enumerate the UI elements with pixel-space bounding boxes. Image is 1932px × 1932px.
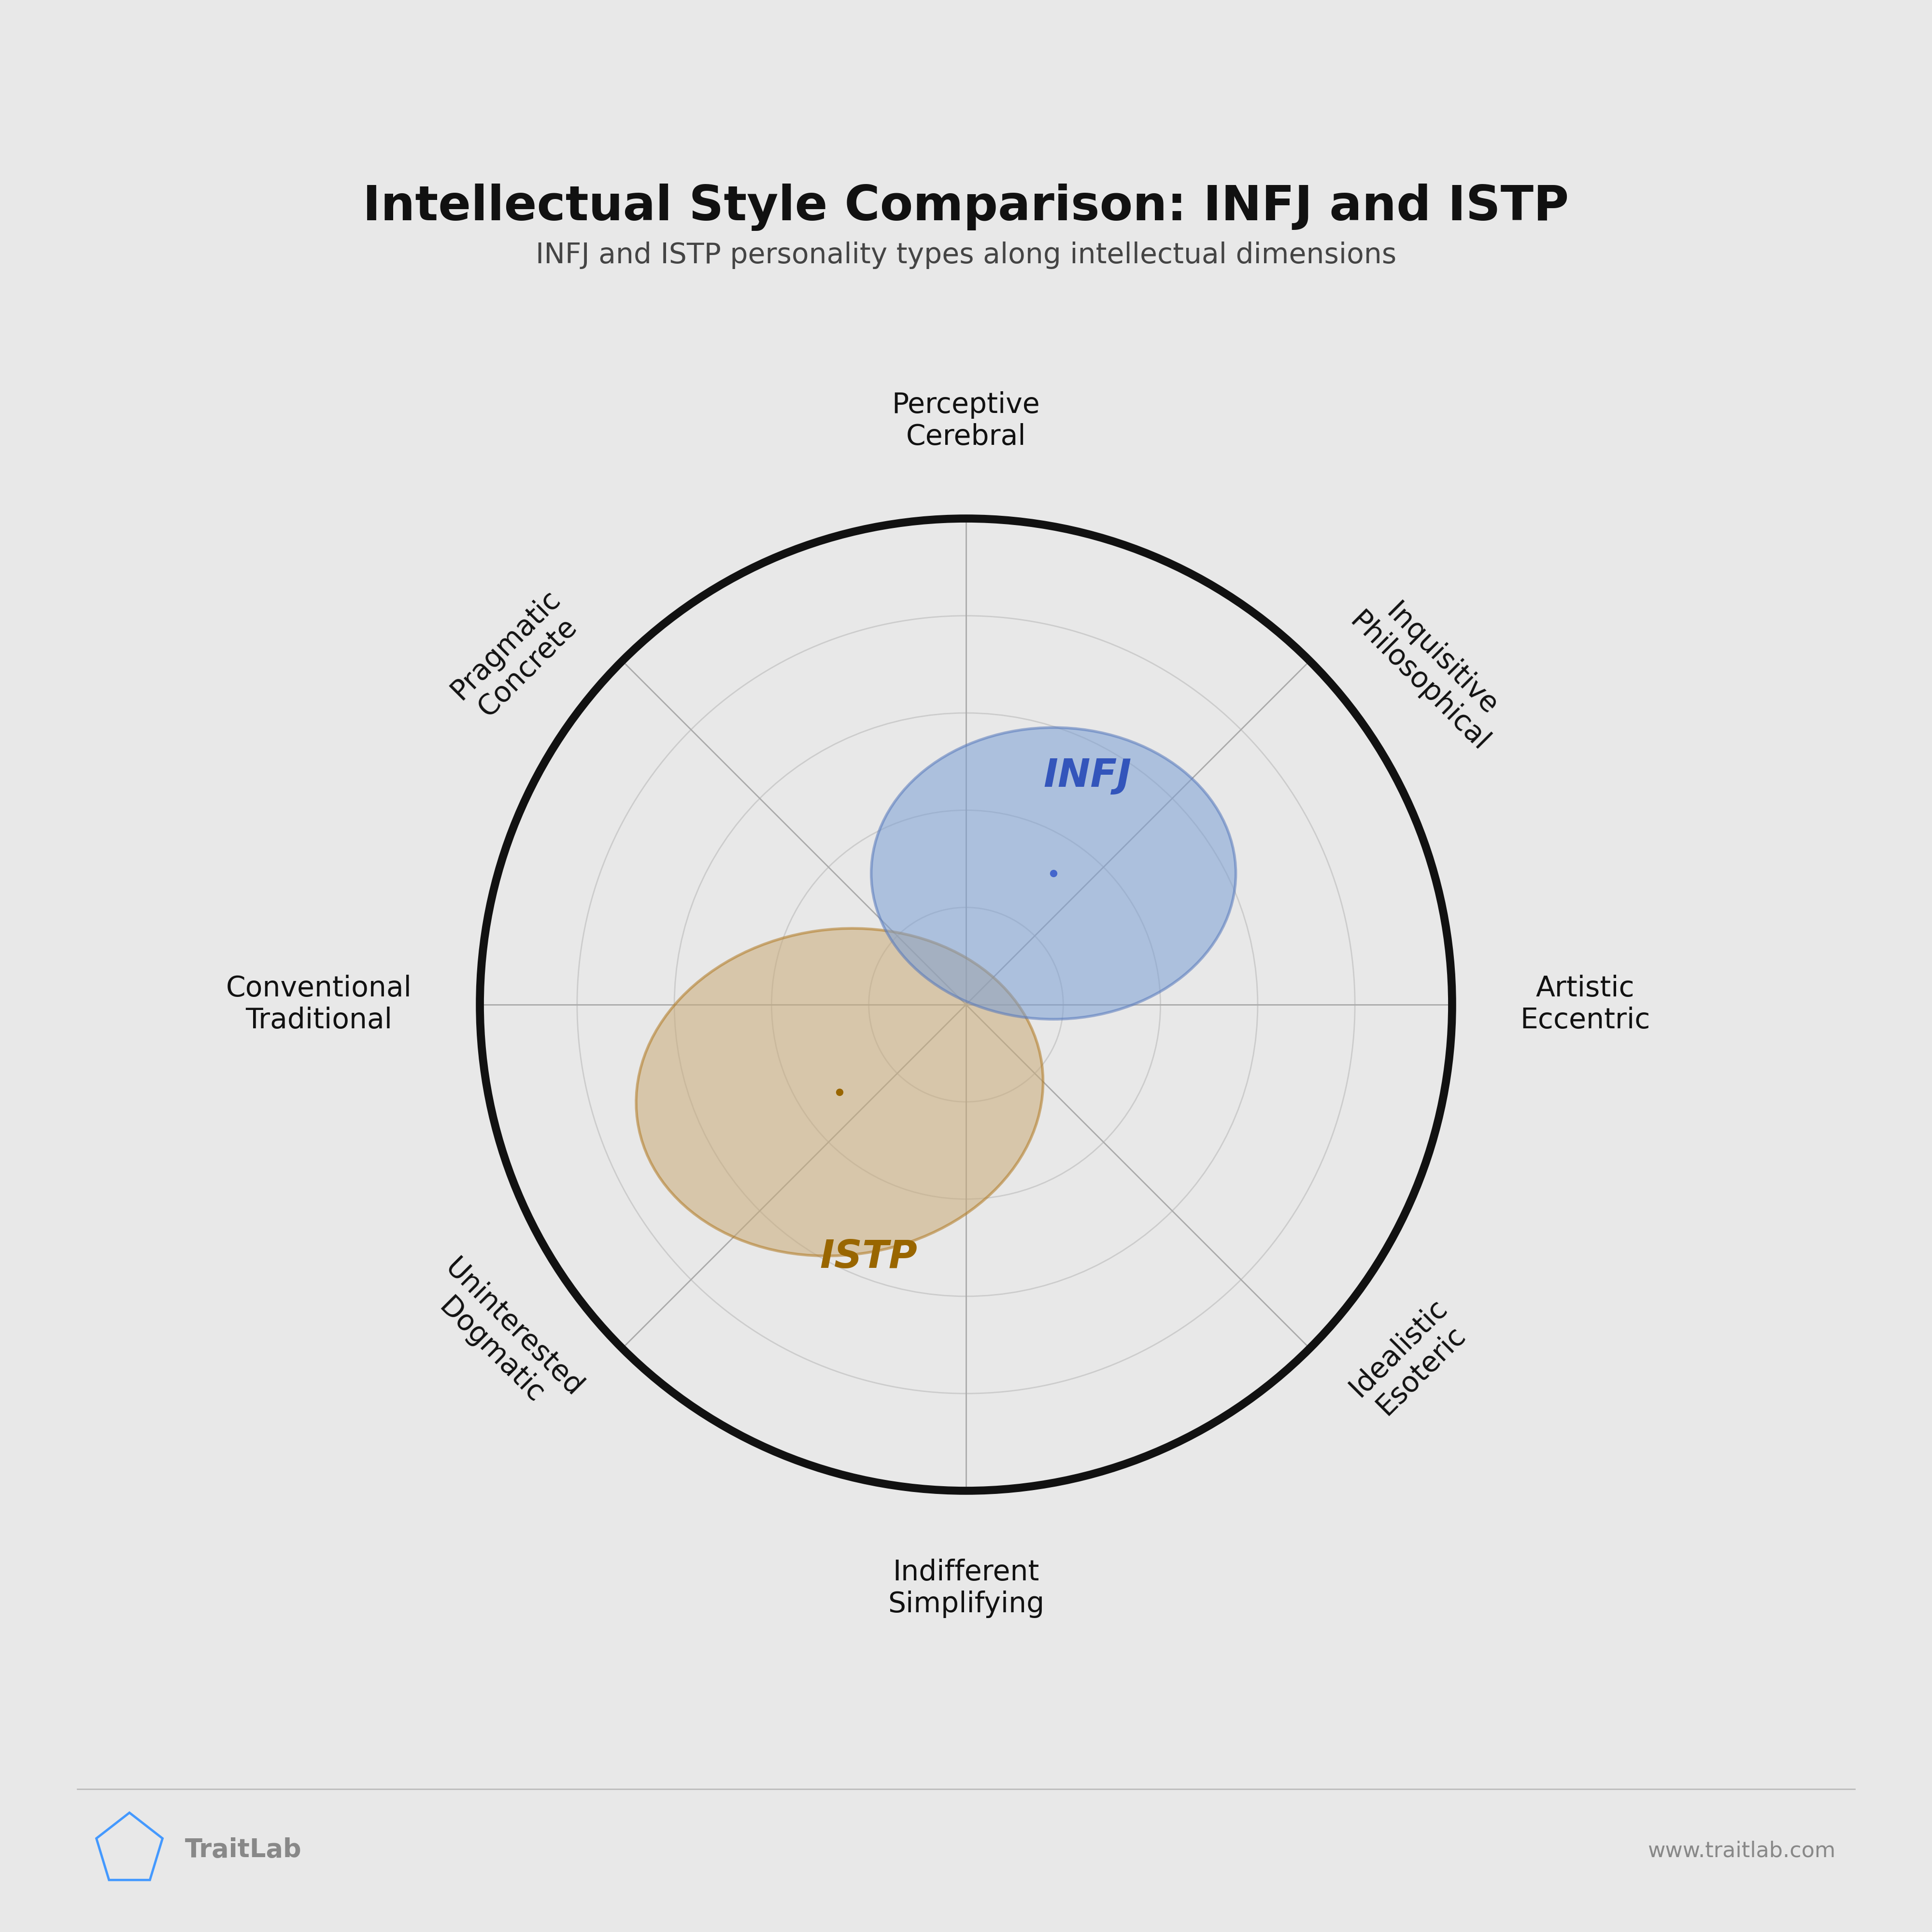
Text: Inquisitive
Philosophical: Inquisitive Philosophical: [1345, 585, 1517, 757]
Text: Uninterested
Dogmatic: Uninterested Dogmatic: [417, 1254, 587, 1424]
Text: Pragmatic
Concrete: Pragmatic Concrete: [444, 585, 587, 726]
Text: Perceptive
Cerebral: Perceptive Cerebral: [893, 390, 1039, 450]
Ellipse shape: [871, 728, 1236, 1020]
Text: Indifferent
Simplifying: Indifferent Simplifying: [887, 1559, 1045, 1619]
Ellipse shape: [636, 929, 1043, 1256]
Text: TraitLab: TraitLab: [185, 1837, 301, 1862]
Text: Conventional
Traditional: Conventional Traditional: [226, 976, 412, 1034]
Text: www.traitlab.com: www.traitlab.com: [1648, 1841, 1835, 1861]
Text: Artistic
Eccentric: Artistic Eccentric: [1520, 976, 1650, 1034]
Text: Idealistic
Esoteric: Idealistic Esoteric: [1345, 1294, 1474, 1424]
Text: ISTP: ISTP: [819, 1238, 918, 1277]
Text: INFJ: INFJ: [1043, 757, 1132, 794]
Text: Intellectual Style Comparison: INFJ and ISTP: Intellectual Style Comparison: INFJ and …: [363, 184, 1569, 230]
Text: INFJ and ISTP personality types along intellectual dimensions: INFJ and ISTP personality types along in…: [535, 242, 1397, 269]
